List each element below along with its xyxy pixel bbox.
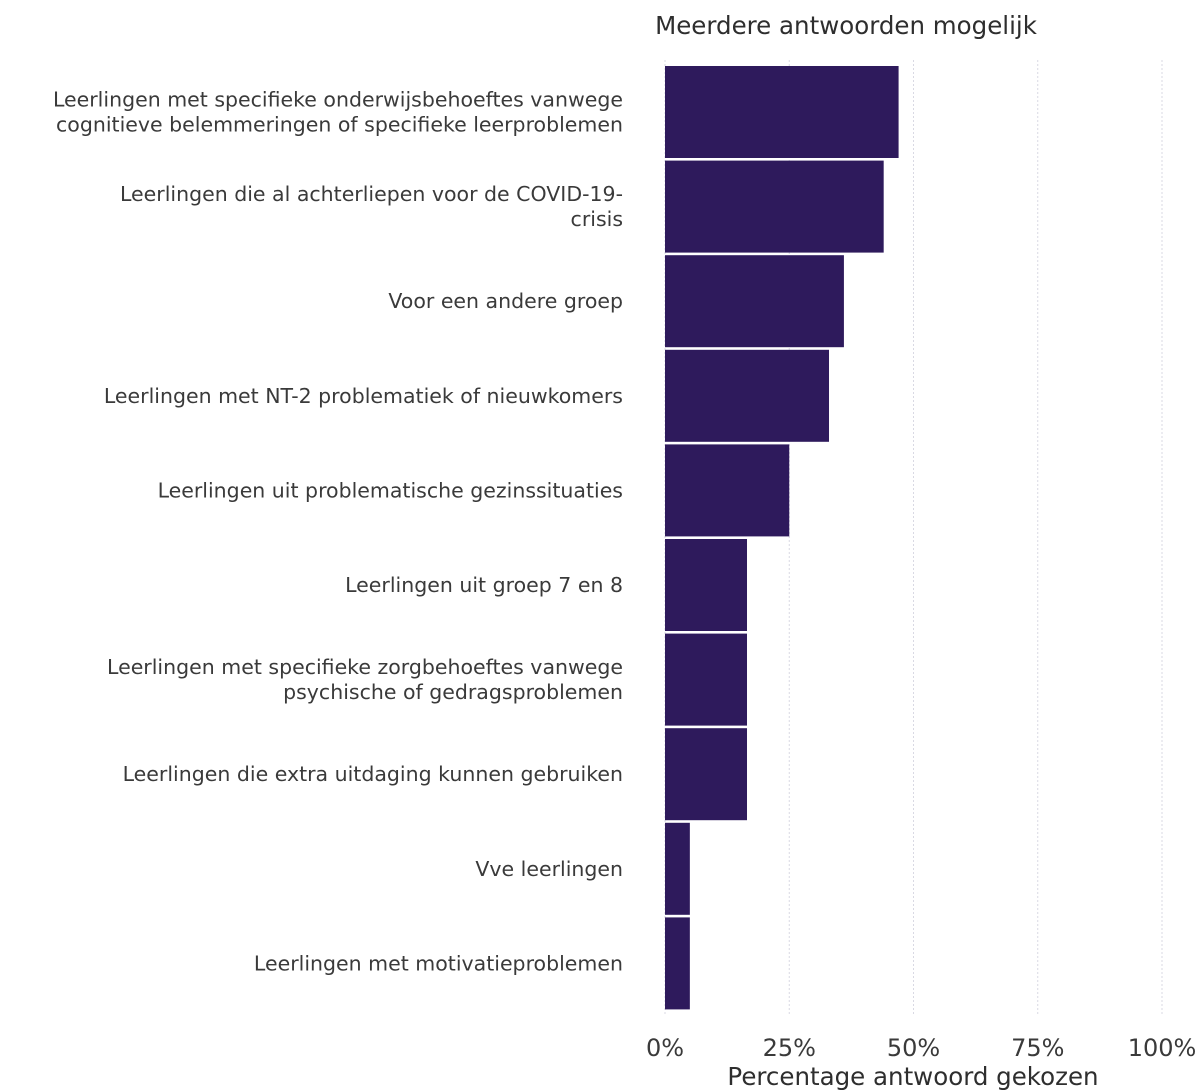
bar [665,255,844,348]
category-label-line: Vve leerlingen [475,857,623,881]
bar [665,633,748,726]
category-label-line: Leerlingen uit groep 7 en 8 [345,573,623,597]
category-label-line: Leerlingen die al achterliepen voor de C… [120,182,623,206]
bar [665,539,748,631]
x-tick-label: 75% [1011,1034,1064,1062]
bar [665,728,748,821]
category-label: Leerlingen met specifieke zorgbehoeftes … [107,655,623,704]
category-label-line: crisis [571,207,623,231]
category-label-line: Leerlingen met specifieke onderwijsbehoe… [53,88,623,112]
category-label-line: psychische of gedragsproblemen [283,680,623,704]
x-axis-title: Percentage antwoord gekozen [727,1062,1098,1090]
category-label-line: Voor een andere groep [388,289,623,313]
bar [665,444,790,537]
category-label-line: Leerlingen met NT-2 problematiek of nieu… [104,384,623,408]
bars [665,66,899,1010]
category-label-line: Leerlingen die extra uitdaging kunnen ge… [123,762,623,786]
bar [665,160,884,253]
bar [665,349,830,442]
category-labels: Leerlingen met specifieke onderwijsbehoe… [53,88,623,976]
x-tick-label: 25% [763,1034,816,1062]
category-label: Voor een andere groep [388,289,623,313]
category-label-line: Leerlingen met specifieke zorgbehoeftes … [107,655,623,679]
category-label: Leerlingen die al achterliepen voor de C… [120,182,623,231]
category-label: Leerlingen met NT-2 problematiek of nieu… [104,384,623,408]
category-label: Leerlingen met specifieke onderwijsbehoe… [53,88,623,137]
x-axis-ticks: 0% 25% 50% 75% 100% [646,1034,1196,1062]
chart-title: Meerdere antwoorden mogelijk [655,11,1038,40]
bar [665,822,690,915]
x-tick-label: 100% [1128,1034,1197,1062]
category-label-line: cognitieve belemmeringen of specifieke l… [56,113,623,137]
category-label: Leerlingen die extra uitdaging kunnen ge… [123,762,623,786]
bar [665,917,690,1010]
category-label: Leerlingen uit problematische gezinssitu… [158,478,623,502]
category-label: Vve leerlingen [475,857,623,881]
x-tick-label: 50% [887,1034,940,1062]
gridlines [664,60,1163,1014]
bar [665,66,899,158]
x-tick-label: 0% [646,1034,684,1062]
category-label-line: Leerlingen uit problematische gezinssitu… [158,478,623,502]
category-label-line: Leerlingen met motivatieproblemen [254,951,623,975]
category-label: Leerlingen met motivatieproblemen [254,951,623,975]
category-label: Leerlingen uit groep 7 en 8 [345,573,623,597]
